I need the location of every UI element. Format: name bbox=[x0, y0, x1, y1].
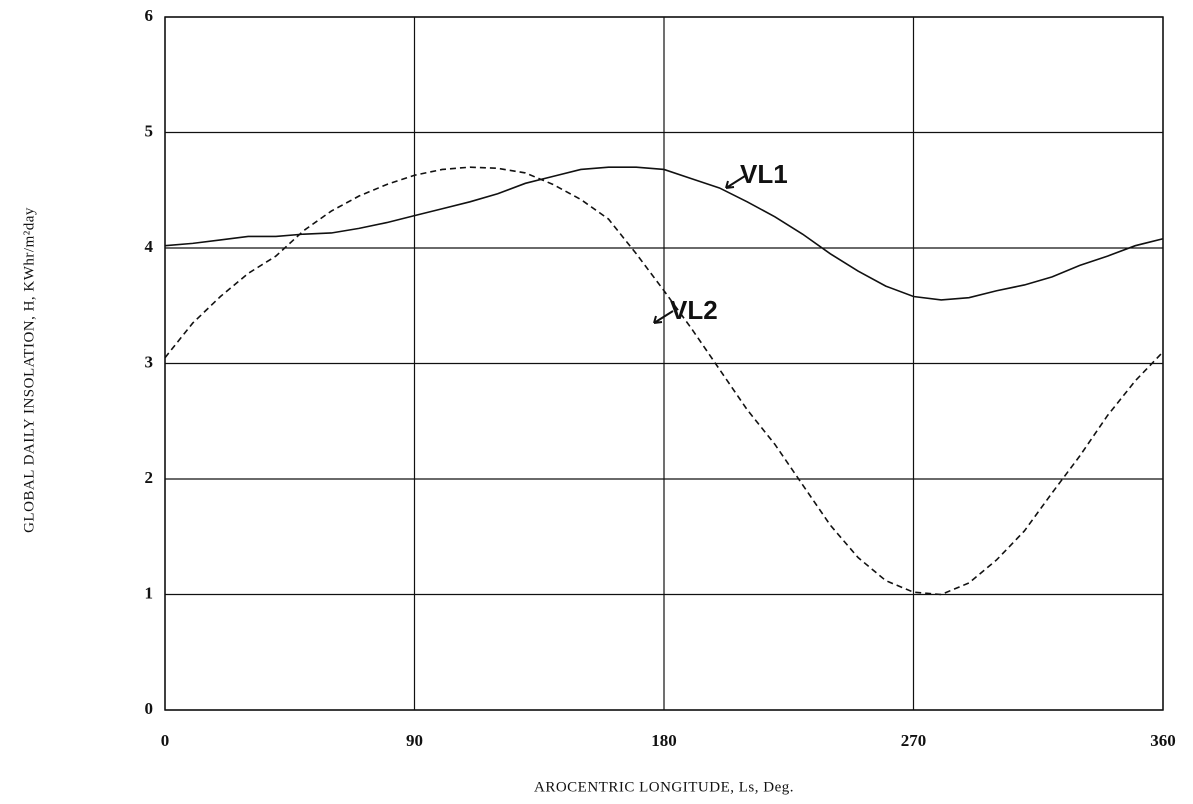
x-tick-label: 0 bbox=[161, 731, 170, 750]
y-tick-label: 3 bbox=[145, 352, 154, 371]
x-tick-label: 90 bbox=[406, 731, 423, 750]
y-tick-label: 2 bbox=[145, 468, 154, 487]
y-tick-label: 6 bbox=[145, 6, 154, 25]
x-tick-label: 360 bbox=[1150, 731, 1176, 750]
series-label: VL1 bbox=[740, 159, 788, 189]
x-tick-label: 270 bbox=[901, 731, 927, 750]
y-axis-label: GLOBAL DAILY INSOLATION, H, KWhr/m²day bbox=[21, 207, 37, 533]
annotation-arrow bbox=[725, 175, 746, 189]
y-tick-label: 1 bbox=[145, 583, 154, 602]
x-axis-label: AROCENTRIC LONGITUDE, Ls, Deg. bbox=[534, 779, 794, 795]
y-tick-label: 5 bbox=[145, 121, 154, 140]
x-tick-label: 180 bbox=[651, 731, 677, 750]
series-line bbox=[164, 166, 1164, 596]
y-tick-label: 0 bbox=[145, 699, 154, 718]
y-tick-label: 4 bbox=[145, 237, 154, 256]
series-line bbox=[164, 166, 1164, 301]
series-label: VL2 bbox=[670, 295, 718, 325]
